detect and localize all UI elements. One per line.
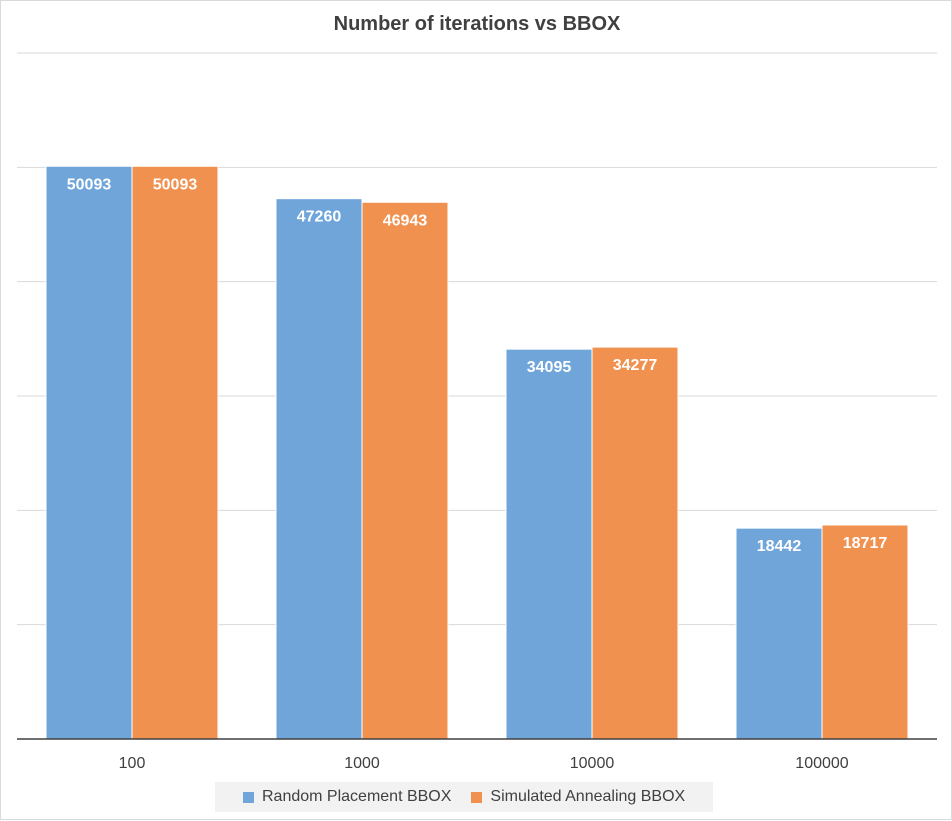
x-tick-label: 10000 bbox=[570, 755, 615, 772]
data-label: 50093 bbox=[153, 176, 198, 193]
legend-label-random-placement: Random Placement BBOX bbox=[262, 788, 452, 805]
legend-item-random-placement: Random Placement BBOX bbox=[243, 788, 451, 806]
legend-label-simulated-annealing: Simulated Annealing BBOX bbox=[490, 788, 686, 805]
x-tick-label: 1000 bbox=[344, 755, 380, 772]
legend-item-simulated-annealing: Simulated Annealing BBOX bbox=[471, 788, 685, 806]
data-label: 34095 bbox=[527, 359, 572, 376]
legend-swatch-simulated-annealing bbox=[471, 791, 483, 803]
bar bbox=[131, 165, 219, 740]
bar bbox=[45, 165, 133, 740]
data-label: 34277 bbox=[613, 357, 658, 374]
data-label: 47260 bbox=[297, 209, 342, 226]
bar bbox=[591, 346, 679, 740]
x-tick-label: 100 bbox=[119, 755, 146, 772]
data-label: 18442 bbox=[757, 538, 802, 555]
chart-title: Number of iterations vs BBOX bbox=[333, 13, 621, 35]
legend: Random Placement BBOX Simulated Annealin… bbox=[215, 782, 714, 812]
bar bbox=[505, 348, 593, 740]
bar bbox=[821, 524, 909, 740]
data-label: 18717 bbox=[843, 535, 888, 552]
bar bbox=[735, 527, 823, 740]
x-tick-label: 100000 bbox=[795, 755, 848, 772]
data-label: 46943 bbox=[383, 212, 428, 229]
data-label: 50093 bbox=[67, 176, 112, 193]
legend-swatch-random-placement bbox=[243, 791, 254, 803]
bar bbox=[361, 201, 449, 740]
bar bbox=[275, 198, 363, 740]
